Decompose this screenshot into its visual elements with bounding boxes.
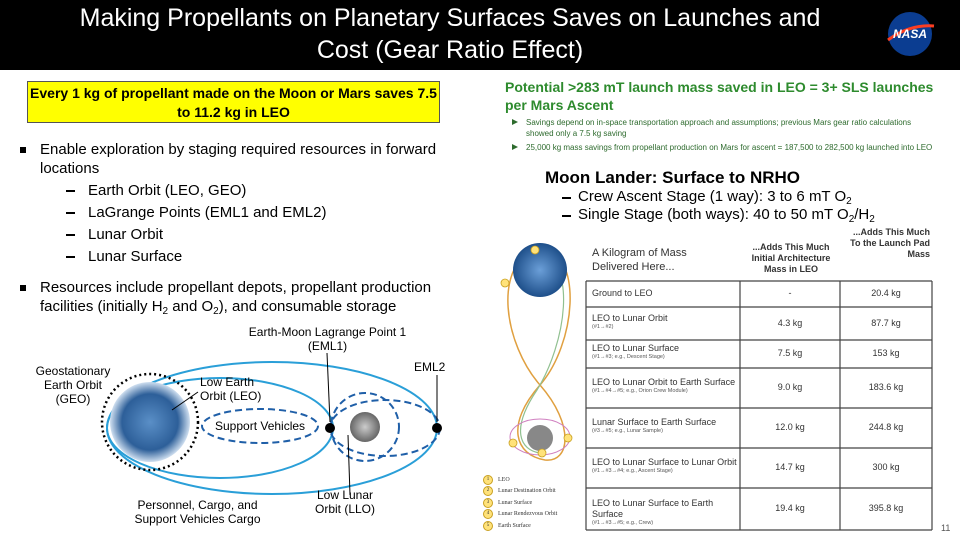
row-label: LEO to Lunar Surface to Lunar Orbit (#1→#…: [592, 457, 737, 475]
legend-label: Lunar Surface: [498, 499, 533, 506]
row-note: (#3→#5; e.g., Lunar Sample): [592, 428, 663, 434]
legend-item: 2 Lunar Destination Orbit: [483, 486, 557, 498]
row-note: (#1→#3→#5; e.g., Crew): [592, 520, 654, 526]
row-label: Ground to LEO: [592, 288, 737, 299]
table-header: A Kilogram of Mass Delivered Here...: [592, 247, 687, 273]
legend-item: 4 Lunar Rendezvous Orbit: [483, 509, 557, 521]
slide-title: Making Propellants on Planetary Surfaces…: [79, 4, 821, 64]
legend: 1 LEO 2 Lunar Destination Orbit 3 Lunar Surfa…: [483, 474, 557, 532]
row-label-text: LEO to Lunar Surface: [592, 343, 680, 353]
row-label: Lunar Surface to Earth Surface (#3→#5; e.…: [592, 417, 737, 435]
label: Low Earth Orbit (LEO): [200, 375, 262, 403]
legend-marker: 2: [483, 486, 493, 497]
row-label: LEO to Lunar Orbit (#1→#2): [592, 313, 737, 331]
subscript: 2: [162, 306, 169, 317]
cell-leo: 14.7 kg: [775, 462, 805, 472]
lander-items: Crew Ascent Stage (1 way): 3 to 6 mT O2 …: [560, 188, 875, 225]
lander-item: Crew Ascent Stage (1 way): 3 to 6 mT O2: [560, 188, 875, 207]
note: Savings depend on in-space transportatio…: [510, 117, 940, 139]
text: Single Stage (both ways): 40 to 50 mT O: [578, 206, 849, 223]
cell-leo: 4.3 kg: [777, 317, 803, 328]
page-number: 11: [941, 523, 951, 533]
cell-leo: 19.4 kg: [775, 503, 805, 513]
row-label-text: Ground to LEO: [592, 288, 653, 298]
bullet: Resources include propellant depots, pro…: [16, 278, 476, 317]
text: Resources include propellant depots, pro…: [40, 279, 432, 315]
legend-item: 3 Lunar Surface: [483, 497, 557, 509]
lander-item: Single Stage (both ways): 40 to 50 mT O2…: [560, 206, 875, 225]
callout: Every 1 kg of propellant made on the Moo…: [27, 81, 440, 123]
cell-pad: 183.6 kg: [868, 382, 904, 392]
legend-marker: 1: [483, 474, 493, 485]
subscript: 2: [869, 214, 875, 225]
sub-bullet: Lunar Surface: [40, 247, 476, 266]
subscript: 2: [213, 306, 219, 317]
subscript: 2: [848, 214, 855, 225]
row-label-text: LEO to Lunar Surface to Lunar Orbit: [592, 457, 737, 467]
notes: Savings depend on in-space transportatio…: [510, 117, 940, 156]
text: /H: [854, 206, 870, 223]
nasa-logo: NASA: [887, 12, 935, 56]
trajectory-diagram: [500, 243, 573, 461]
row-note: (#1→#3→#4; e.g., Ascent Stage): [592, 468, 673, 474]
table-header: ...Adds This Much Initial Architecture M…: [751, 242, 831, 274]
label: Geostationary Earth Orbit (GEO): [35, 364, 111, 406]
cell-pad: 20.4 kg: [871, 288, 901, 298]
legend-label: LEO: [498, 476, 510, 483]
subscript: 2: [846, 196, 852, 207]
lander-heading: Moon Lander: Surface to NRHO: [545, 168, 801, 187]
note: 25,000 kg mass savings from propellant p…: [510, 142, 940, 153]
legend-marker: 3: [483, 497, 493, 508]
title-bar: [0, 0, 960, 70]
label: EML2: [414, 360, 446, 374]
legend-label: Lunar Destination Orbit: [498, 488, 556, 495]
legend-item: 5 Earth Surface: [483, 520, 557, 532]
text: Crew Ascent Stage (1 way): 3 to 6 mT O: [578, 188, 847, 205]
cell-pad: 87.7 kg: [871, 317, 901, 328]
cell-leo: -: [788, 288, 792, 298]
row-label-text: LEO to Lunar Surface to Earth Surface: [592, 498, 714, 519]
row-note: (#1→#3; e.g., Descent Stage): [592, 354, 665, 360]
bullet: Enable exploration by staging required r…: [16, 140, 476, 266]
cell-pad: 300 kg: [872, 462, 900, 472]
table-header: ...Adds This Much To the Launch Pad Mass: [850, 227, 930, 259]
sub-bullet: Earth Orbit (LEO, GEO): [40, 181, 476, 200]
cell-leo: 7.5 kg: [777, 348, 803, 358]
row-label-text: LEO to Lunar Orbit: [592, 312, 668, 323]
legend-label: Lunar Rendezvous Orbit: [498, 511, 558, 518]
row-label-text: Lunar Surface to Earth Surface: [592, 417, 717, 427]
legend-label: Earth Surface: [498, 522, 531, 529]
sub-bullet: LaGrange Points (EML1 and EML2): [40, 203, 476, 222]
label: Personnel, Cargo, and Support Vehicles C…: [134, 498, 261, 526]
label: Low Lunar Orbit (LLO): [314, 488, 375, 516]
label: Support Vehicles: [215, 419, 306, 433]
cell-pad: 153 kg: [872, 348, 900, 358]
row-label: LEO to Lunar Surface to Earth Surface (#1…: [592, 498, 737, 527]
table-grid: [585, 280, 933, 531]
orbit-diagram: [100, 352, 442, 496]
cell-leo: 12.0 kg: [775, 422, 805, 432]
label: Earth-Moon Lagrange Point 1 (EML1): [248, 325, 407, 353]
logo-text: NASA: [893, 27, 927, 41]
row-label: LEO to Lunar Orbit to Earth Surface (#1→#…: [592, 377, 737, 395]
bullets: Enable exploration by staging required r…: [16, 140, 476, 321]
row-note: (#1→#4→#5; e.g., Orion Crew Module): [592, 388, 688, 394]
row-note: (#1→#2): [592, 323, 614, 330]
cell-pad: 395.8 kg: [868, 503, 904, 513]
bullet-text: Enable exploration by staging required r…: [40, 141, 437, 177]
row-label-text: LEO to Lunar Orbit to Earth Surface: [592, 377, 736, 387]
cell-pad: 244.8 kg: [868, 422, 904, 432]
cell-leo: 9.0 kg: [777, 382, 803, 392]
text: ), and consumable storage: [218, 298, 397, 315]
headline: Potential >283 mT launch mass saved in L…: [505, 79, 934, 113]
legend-marker: 5: [483, 520, 493, 531]
text: and O: [168, 298, 214, 315]
sub-bullet: Lunar Orbit: [40, 225, 476, 244]
legend-item: 1 LEO: [483, 474, 557, 486]
legend-marker: 4: [483, 509, 493, 520]
row-label: LEO to Lunar Surface (#1→#3; e.g., Descen…: [592, 343, 737, 361]
